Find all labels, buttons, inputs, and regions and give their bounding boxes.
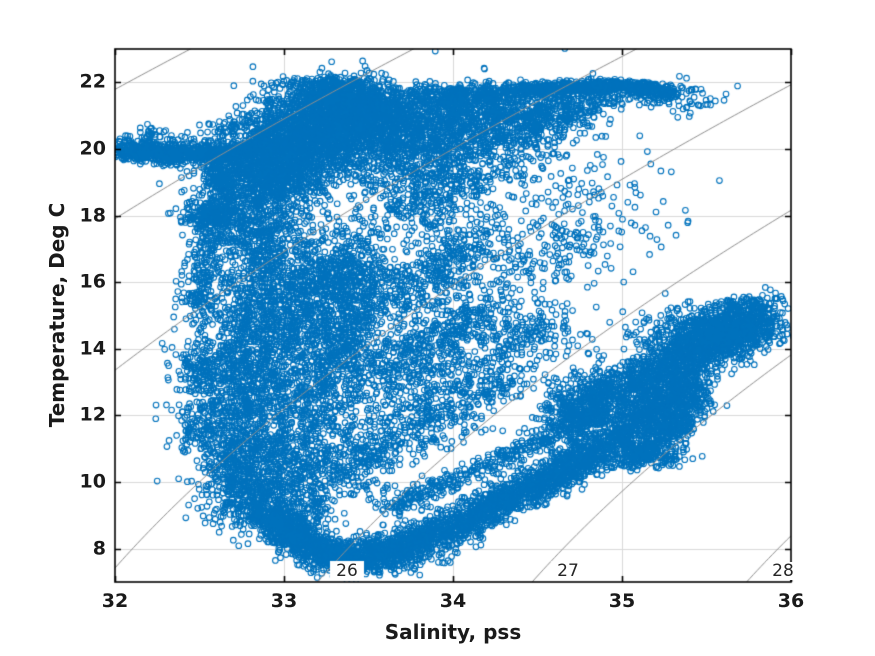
x-axis-label: Salinity, pss (384, 620, 522, 644)
y-axis-label: Temperature, Deg C (45, 202, 69, 428)
